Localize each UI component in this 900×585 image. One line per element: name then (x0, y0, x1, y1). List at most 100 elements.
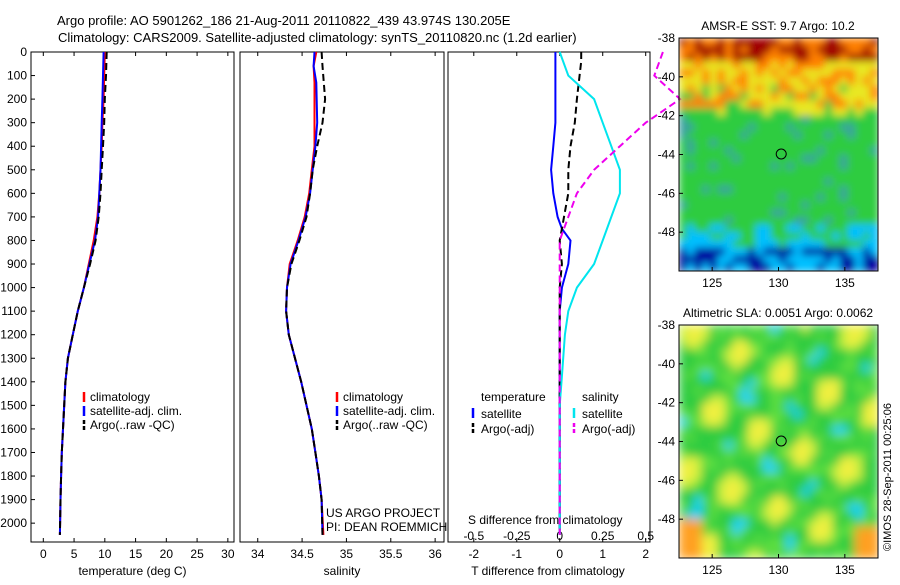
heatmap-cell (778, 363, 788, 373)
heatmap-cell (809, 45, 818, 55)
heatmap-cell (778, 371, 788, 381)
heatmap-cell (855, 162, 864, 172)
heatmap-cell (847, 387, 857, 396)
pi-annotation: PI: DEAN ROEMMICH (326, 520, 447, 534)
heatmap-cell (870, 185, 878, 195)
heatmap-cell (740, 550, 749, 558)
heatmap-cell (839, 542, 849, 552)
x-tick-label: 35 (340, 547, 354, 561)
heatmap-cell (732, 100, 742, 109)
heatmap-cell (832, 177, 841, 187)
heatmap-cell (724, 363, 734, 373)
heatmap-cell (770, 201, 780, 210)
heatmap-cell (832, 348, 841, 358)
heatmap-cell (832, 550, 841, 558)
heatmap-cell (855, 38, 864, 47)
heatmap-cell (816, 340, 826, 350)
heatmap-cell (809, 131, 818, 140)
heatmap-cell (786, 107, 795, 117)
heatmap-cell (709, 410, 719, 420)
heatmap-cell (839, 410, 849, 420)
heatmap-cell (717, 177, 726, 187)
heatmap-cell (724, 201, 734, 210)
heatmap-cell (809, 123, 818, 133)
heatmap-cell (732, 255, 742, 265)
heatmap-cell (870, 139, 878, 148)
heatmap-cell (786, 379, 795, 389)
heatmap-cell (809, 193, 818, 203)
heatmap-cell (801, 45, 811, 55)
heatmap-cell (747, 53, 757, 63)
heatmap-cell (763, 325, 772, 334)
heatmap-cell (740, 239, 749, 249)
heatmap-cell (855, 418, 864, 427)
heatmap-cell (824, 53, 834, 63)
heatmap-cell (740, 519, 749, 528)
heatmap-cell (740, 38, 749, 47)
heatmap-cell (793, 550, 803, 558)
heatmap-cell (763, 387, 772, 396)
heatmap-cell (832, 45, 841, 55)
heatmap-cell (862, 38, 872, 47)
heatmap-cell (724, 550, 734, 558)
heatmap-cell (709, 154, 719, 164)
heatmap-cell (839, 363, 849, 373)
heatmap-cell (702, 38, 711, 47)
heatmap-cell (778, 511, 788, 521)
heatmap-cell (732, 107, 742, 117)
heatmap-cell (832, 441, 841, 451)
heatmap-cell (709, 263, 719, 271)
heatmap-cell (686, 503, 696, 513)
heatmap-cell (862, 426, 872, 435)
heatmap-cell (755, 387, 765, 396)
heatmap-cell (702, 45, 711, 55)
heatmap-cell (709, 457, 719, 466)
heatmap-cell (824, 247, 834, 257)
heatmap-cell (786, 69, 795, 78)
heatmap-cell (801, 107, 811, 117)
heatmap-cell (816, 177, 826, 187)
heatmap-cell (862, 379, 872, 389)
heatmap-cell (824, 488, 834, 497)
heatmap-cell (824, 239, 834, 249)
heatmap-cell (809, 232, 818, 241)
heatmap-cell (732, 418, 742, 427)
heatmap-cell (679, 239, 688, 249)
heatmap-cell (847, 45, 857, 55)
heatmap-cell (801, 201, 811, 210)
heatmap-cell (686, 162, 696, 172)
heatmap-cell (732, 356, 742, 365)
heatmap-cell (709, 131, 719, 140)
heatmap-cell (732, 348, 742, 358)
heatmap-cell (839, 371, 849, 381)
heatmap-cell (770, 263, 780, 271)
heatmap-cell (778, 216, 788, 226)
heatmap-cell (847, 247, 857, 257)
series-line-3 (285, 51, 327, 535)
heatmap-cell (755, 550, 765, 558)
heatmap-cell (870, 224, 878, 234)
heatmap-cell (801, 255, 811, 265)
heatmap-cell (747, 263, 757, 271)
heatmap-cell (839, 45, 849, 55)
y-tick-label: 800 (7, 233, 27, 247)
heatmap-cell (763, 61, 772, 71)
heatmap-cell (832, 170, 841, 179)
heatmap-cell (694, 185, 703, 195)
heatmap-cell (747, 162, 757, 172)
heatmap-cell (770, 131, 780, 140)
heatmap-cell (702, 433, 711, 443)
heatmap-cell (709, 255, 719, 265)
argo-float-marker (775, 148, 787, 160)
heatmap-cell (809, 356, 818, 365)
heatmap-cell (732, 472, 742, 482)
heatmap-cell (755, 92, 765, 102)
heatmap-cell (809, 332, 818, 342)
heatmap-cell (855, 208, 864, 218)
heatmap-cell (770, 61, 780, 71)
series-line-4 (558, 51, 682, 535)
heatmap-cell (740, 170, 749, 179)
heatmap-cell (862, 100, 872, 109)
argo-float-marker (775, 435, 787, 447)
heatmap-cell (763, 131, 772, 140)
